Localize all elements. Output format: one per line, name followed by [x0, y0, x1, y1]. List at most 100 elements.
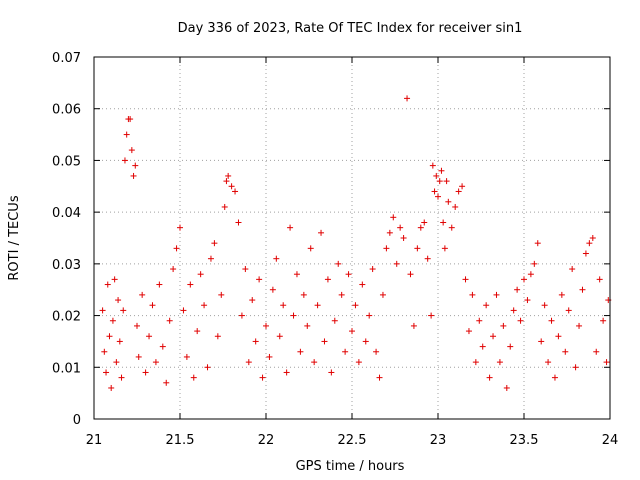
- data-point: [127, 116, 134, 123]
- data-point: [146, 333, 153, 340]
- x-tick-label: 22.5: [338, 433, 367, 448]
- data-point: [369, 266, 376, 273]
- y-tick-label: 0.03: [52, 258, 81, 273]
- data-point: [429, 162, 436, 169]
- data-point: [324, 276, 331, 283]
- data-point: [469, 291, 476, 298]
- data-point: [407, 271, 414, 278]
- data-point: [433, 172, 440, 179]
- y-tick-labels: 0 0.01 0.02 0.03 0.04 0.05 0.06 0.07: [52, 51, 81, 428]
- data-point: [207, 255, 214, 262]
- data-point: [232, 188, 239, 195]
- data-point: [183, 353, 190, 360]
- data-point: [103, 369, 110, 376]
- data-point: [111, 276, 118, 283]
- data-point: [462, 276, 469, 283]
- data-point: [139, 291, 146, 298]
- data-point: [269, 286, 276, 293]
- data-point: [373, 348, 380, 355]
- data-point: [197, 271, 204, 278]
- data-point: [603, 359, 610, 366]
- data-point: [569, 266, 576, 273]
- data-point: [290, 312, 297, 319]
- data-point: [476, 317, 483, 324]
- data-point: [531, 260, 538, 267]
- data-point: [551, 374, 558, 381]
- data-point: [383, 245, 390, 252]
- data-point: [352, 302, 359, 309]
- data-point: [527, 271, 534, 278]
- data-point: [459, 183, 466, 190]
- data-point: [486, 374, 493, 381]
- data-point: [455, 188, 462, 195]
- data-point: [307, 245, 314, 252]
- data-point: [445, 198, 452, 205]
- data-point: [304, 322, 311, 329]
- data-point: [572, 364, 579, 371]
- data-point: [201, 302, 208, 309]
- data-point: [390, 214, 397, 221]
- data-point: [132, 162, 139, 169]
- data-point: [576, 322, 583, 329]
- data-point: [130, 172, 137, 179]
- data-point: [235, 219, 242, 226]
- data-point: [366, 312, 373, 319]
- data-point: [108, 384, 115, 391]
- data-point: [173, 245, 180, 252]
- data-point: [534, 240, 541, 247]
- data-point: [159, 343, 166, 350]
- data-point: [376, 374, 383, 381]
- data-point: [596, 276, 603, 283]
- data-point: [331, 317, 338, 324]
- data-point: [538, 338, 545, 345]
- x-axis-label: GPS time / hours: [296, 459, 405, 474]
- data-point: [297, 348, 304, 355]
- data-point: [180, 307, 187, 314]
- data-point: [335, 260, 342, 267]
- y-tick-label: 0.04: [52, 206, 81, 221]
- data-point: [238, 312, 245, 319]
- data-point: [128, 147, 135, 154]
- data-point: [194, 328, 201, 335]
- data-point: [287, 224, 294, 231]
- data-point: [338, 291, 345, 298]
- data-point: [496, 359, 503, 366]
- data-point: [397, 224, 404, 231]
- data-point: [121, 157, 128, 164]
- data-point: [276, 333, 283, 340]
- data-point: [273, 255, 280, 262]
- data-point: [115, 297, 122, 304]
- data-point: [465, 328, 472, 335]
- data-point: [142, 369, 149, 376]
- data-point: [245, 359, 252, 366]
- data-point: [593, 348, 600, 355]
- data-point: [443, 178, 450, 185]
- data-point: [558, 291, 565, 298]
- data-points: [99, 95, 612, 391]
- data-point: [448, 224, 455, 231]
- data-point: [507, 343, 514, 350]
- x-tick-label: 21: [86, 433, 103, 448]
- data-point: [101, 348, 108, 355]
- data-point: [359, 281, 366, 288]
- data-point: [242, 266, 249, 273]
- data-point: [135, 353, 142, 360]
- data-point: [259, 374, 266, 381]
- data-point: [493, 291, 500, 298]
- data-point: [514, 286, 521, 293]
- data-point: [586, 240, 593, 247]
- data-point: [517, 317, 524, 324]
- data-point: [582, 250, 589, 257]
- data-point: [579, 286, 586, 293]
- data-point: [565, 307, 572, 314]
- y-tick-label: 0.05: [52, 154, 81, 169]
- data-point: [436, 178, 443, 185]
- data-point: [479, 343, 486, 350]
- data-point: [414, 245, 421, 252]
- data-point: [345, 271, 352, 278]
- data-point: [541, 302, 548, 309]
- data-point: [410, 322, 417, 329]
- data-point: [483, 302, 490, 309]
- data-point: [187, 281, 194, 288]
- data-point: [300, 291, 307, 298]
